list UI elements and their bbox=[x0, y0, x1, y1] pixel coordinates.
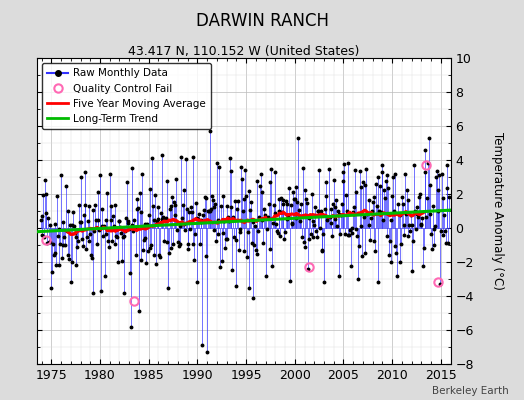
Text: DARWIN RANCH: DARWIN RANCH bbox=[195, 12, 329, 30]
Y-axis label: Temperature Anomaly (°C): Temperature Anomaly (°C) bbox=[490, 132, 504, 290]
Title: 43.417 N, 110.152 W (United States): 43.417 N, 110.152 W (United States) bbox=[128, 45, 359, 58]
Legend: Raw Monthly Data, Quality Control Fail, Five Year Moving Average, Long-Term Tren: Raw Monthly Data, Quality Control Fail, … bbox=[42, 63, 211, 129]
Text: Berkeley Earth: Berkeley Earth bbox=[432, 386, 508, 396]
